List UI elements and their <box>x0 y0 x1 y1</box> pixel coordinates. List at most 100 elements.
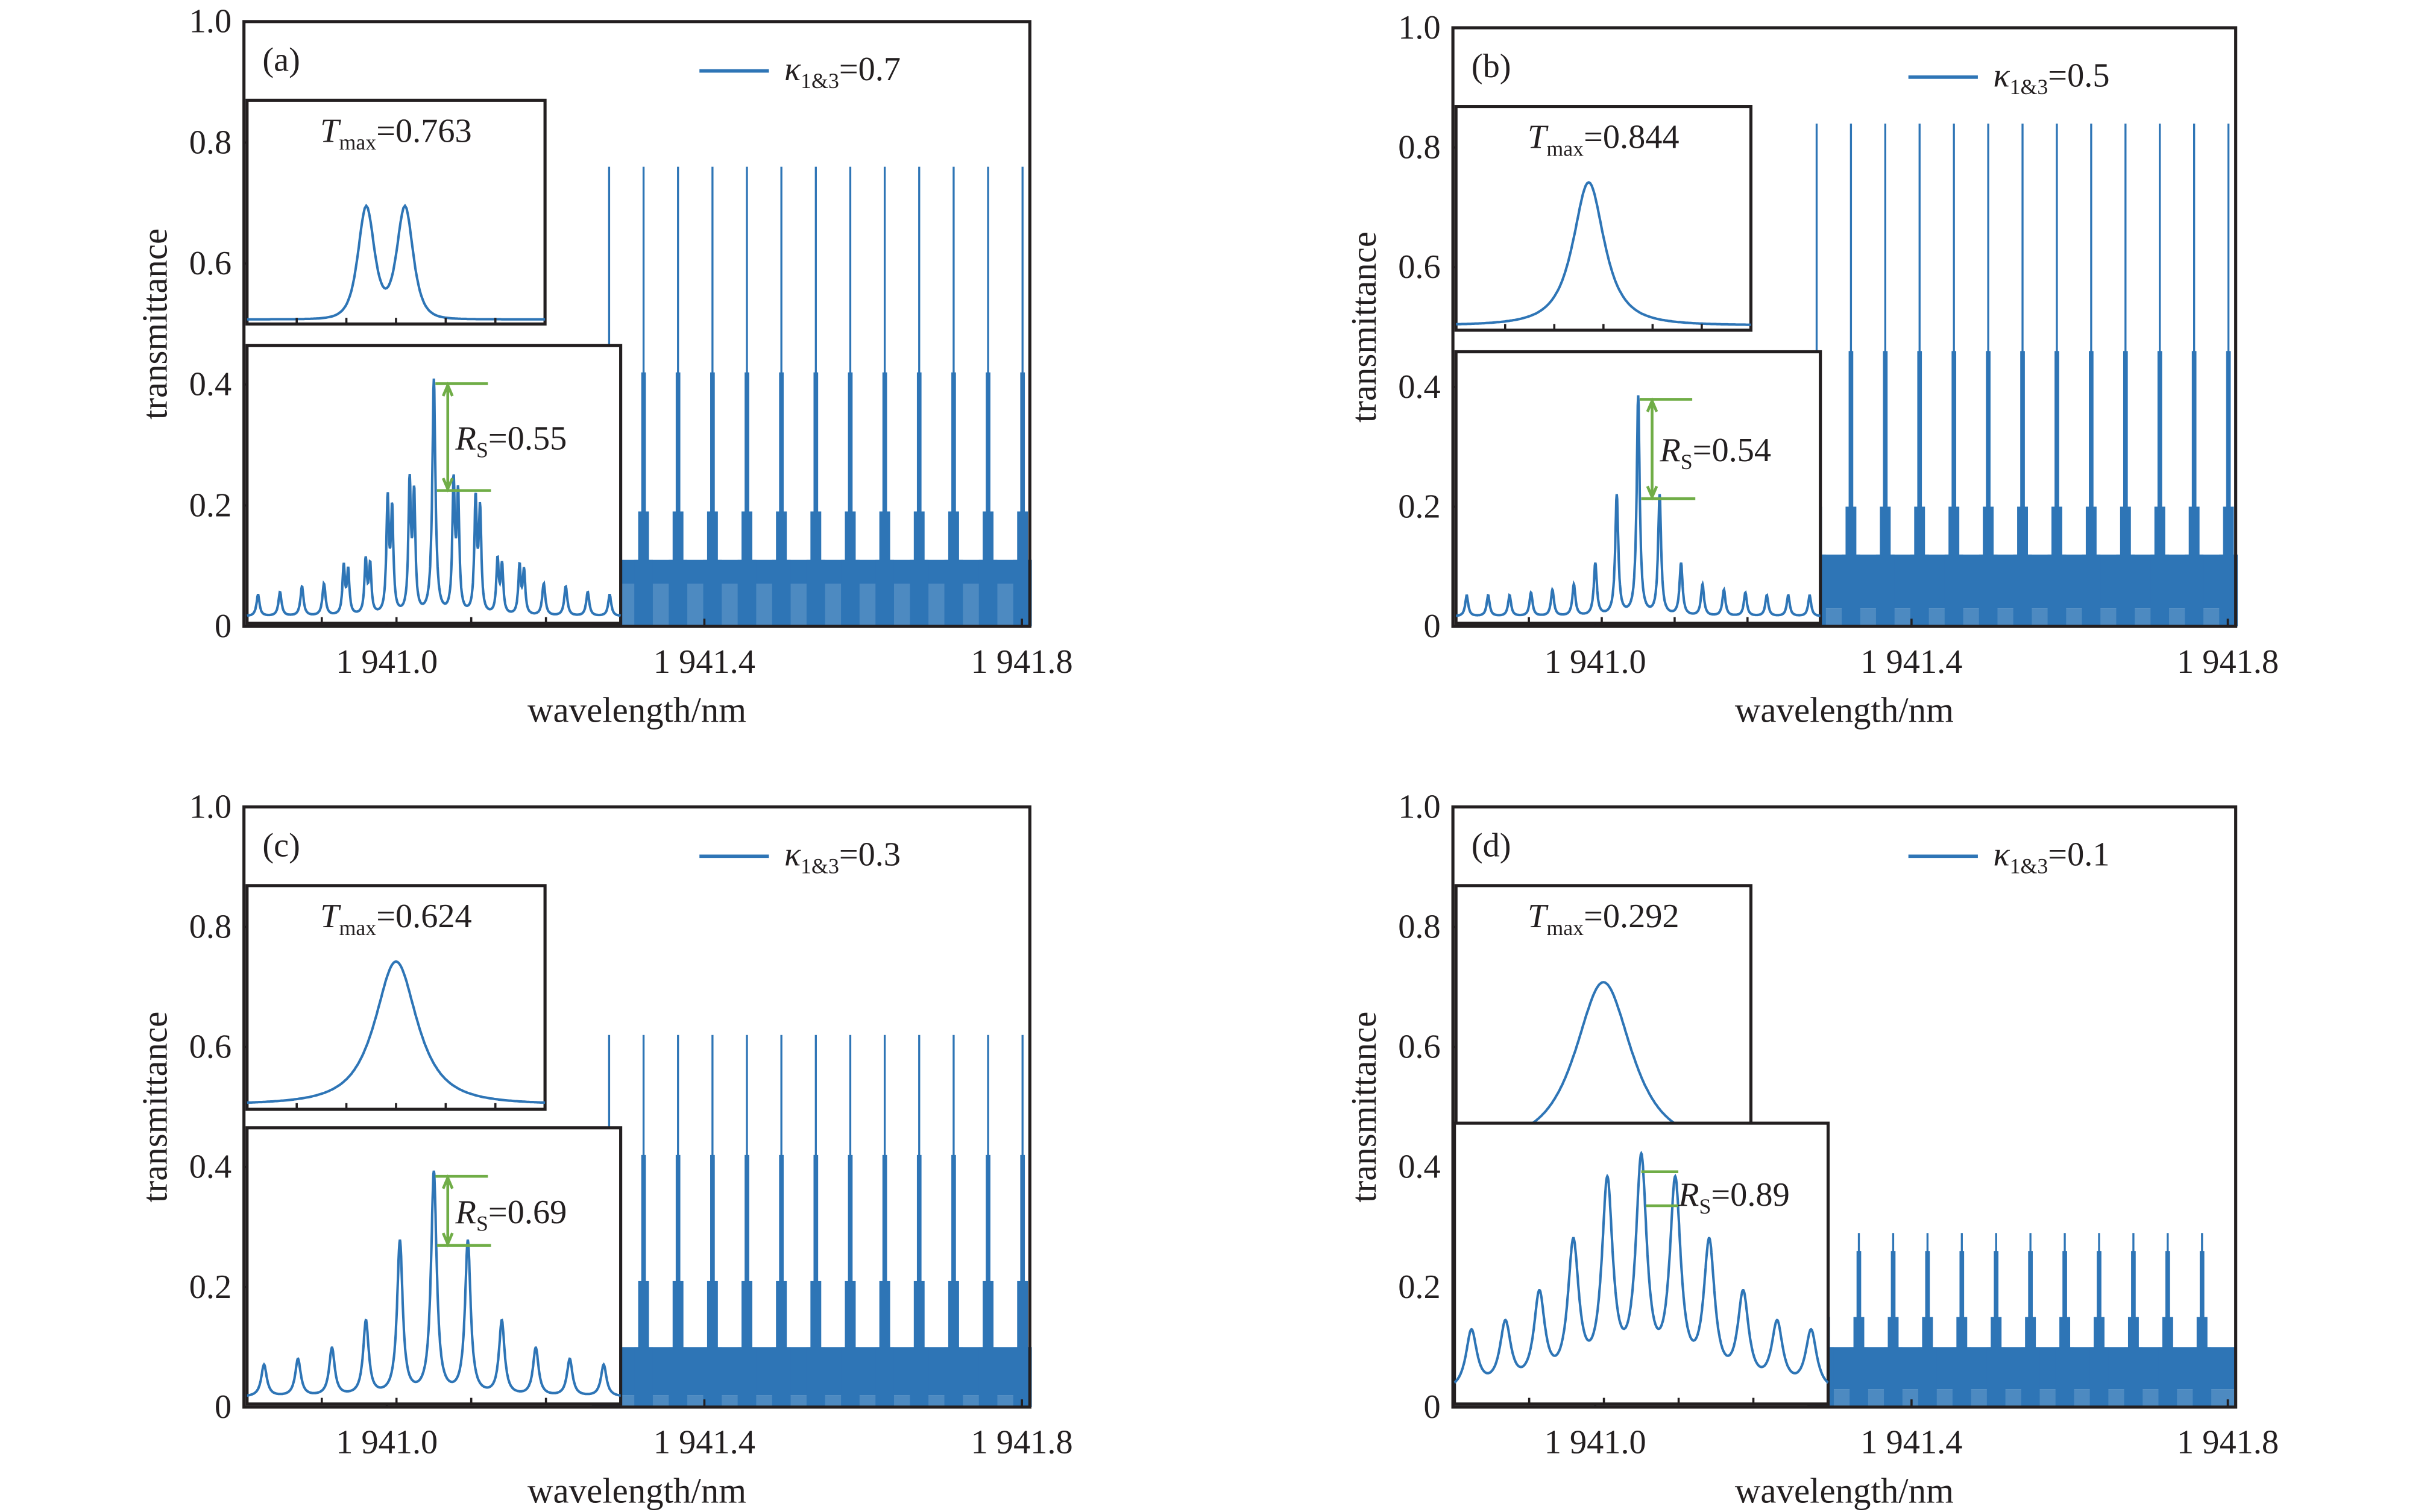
envelope-band <box>1979 554 1998 627</box>
y-tick-label: 0.6 <box>189 1028 231 1066</box>
legend: κ1&3=0.3 <box>699 836 901 878</box>
y-tick-label: 0 <box>215 608 231 645</box>
inset-lower: RS=0.69 <box>245 1126 623 1406</box>
envelope-band <box>2013 554 2032 627</box>
main-spectrum <box>1799 123 2238 627</box>
tmax-annotation: Tmax=0.624 <box>320 898 472 940</box>
envelope-band <box>2116 554 2135 627</box>
y-tick-label: 0 <box>1423 608 1440 645</box>
y-tick-label: 1.0 <box>1398 788 1440 825</box>
main-spectrum <box>1807 1233 2236 1407</box>
envelope-band <box>944 559 963 627</box>
envelope-band <box>2193 1347 2212 1407</box>
x-tick-label: 1 941.8 <box>971 1424 1073 1461</box>
x-tick-label: 1 941.4 <box>653 643 755 681</box>
envelope-band <box>745 372 749 627</box>
envelope-band <box>2054 351 2059 627</box>
rs-arrow-head-up <box>441 1174 454 1189</box>
legend-text: κ1&3=0.3 <box>784 836 901 878</box>
envelope-band <box>882 372 887 627</box>
inset-upper: Tmax=0.763 <box>245 98 547 326</box>
inset-lower-trace <box>1456 395 1821 617</box>
envelope-band <box>806 559 825 627</box>
y-axis-label: transmittance <box>1344 232 1384 423</box>
x-tick-label: 1 941.8 <box>971 643 1073 681</box>
envelope-band <box>916 372 922 627</box>
envelope-band <box>1884 1347 1903 1407</box>
envelope-band <box>1850 1347 1868 1407</box>
rs-bracket <box>1640 397 1696 501</box>
main-spectrum <box>591 1035 1032 1407</box>
inset-upper-trace <box>1456 181 1751 326</box>
tmax-annotation: Tmax=0.763 <box>320 112 472 154</box>
inset-upper: Tmax=0.292 <box>1454 884 1752 1159</box>
envelope-band <box>910 559 929 627</box>
envelope-band <box>1883 351 1888 627</box>
envelope-band <box>737 1347 757 1407</box>
rs-annotation: RS=0.54 <box>1659 432 1771 474</box>
envelope-band <box>2150 554 2170 627</box>
rs-arrow-head-down <box>441 1232 454 1247</box>
envelope-band <box>1020 372 1025 627</box>
envelope-band <box>2185 554 2204 627</box>
legend: κ1&3=0.1 <box>1908 836 2110 878</box>
inset-lower-trace <box>1453 1150 1829 1384</box>
y-tick-label: 0.2 <box>1398 488 1440 525</box>
envelope-band <box>2089 351 2094 627</box>
envelope-band <box>710 372 715 627</box>
y-tick-label: 1.0 <box>1398 9 1440 46</box>
panel-label: (d) <box>1472 827 1511 864</box>
y-tick-label: 1.0 <box>189 3 231 40</box>
x-tick-label: 1 941.4 <box>1860 1424 1962 1461</box>
panel-label: (c) <box>262 827 300 864</box>
inset-upper-frame <box>245 98 547 326</box>
x-tick-label: 1 941.8 <box>2177 643 2279 681</box>
envelope-band <box>669 1347 688 1407</box>
envelope-band <box>2191 351 2197 627</box>
rs-annotation: RS=0.69 <box>455 1194 567 1236</box>
y-tick-label: 0.6 <box>1398 1028 1440 1066</box>
x-tick-label: 1 941.0 <box>1544 1424 1646 1461</box>
envelope-band <box>978 559 998 627</box>
y-axis-label: transmittance <box>1344 1012 1384 1203</box>
rs-bracket <box>435 1174 491 1247</box>
x-tick-label: 1 941.0 <box>336 1424 438 1461</box>
envelope-band <box>951 372 956 627</box>
envelope-band <box>910 1347 929 1407</box>
panel-a: 0 0.2 0.4 0.6 0.8 1.0 1 941.0 1 941.4 1 941.8 wav… <box>136 3 1073 730</box>
envelope-band <box>2055 1347 2074 1407</box>
main-spectrum <box>591 166 1032 627</box>
y-axis-label: transmittance <box>136 228 175 420</box>
inset-lower-frame <box>245 1126 623 1406</box>
y-tick-label: 0.2 <box>189 1268 231 1306</box>
x-axis-label: wavelength/nm <box>527 1472 746 1511</box>
envelope-band <box>1986 351 1991 627</box>
panel-label: (a) <box>262 42 300 79</box>
envelope-band <box>2020 351 2025 627</box>
y-tick-label: 0.8 <box>189 908 231 945</box>
envelope-band <box>641 372 646 627</box>
legend-text: κ1&3=0.7 <box>784 51 901 93</box>
rs-arrow-head-down <box>441 477 454 493</box>
inset-lower: RS=0.89 <box>1453 1121 1830 1406</box>
y-tick-label: 0.4 <box>189 366 231 403</box>
y-tick-label: 0.6 <box>1398 248 1440 286</box>
legend-text: κ1&3=0.1 <box>1994 836 2110 878</box>
y-tick-label: 0.4 <box>189 1148 231 1186</box>
inset-lower-frame <box>1454 350 1822 625</box>
envelope-band <box>875 559 894 627</box>
x-axis-label: wavelength/nm <box>527 691 746 730</box>
panel-c: 0 0.2 0.4 0.6 0.8 1.0 1 941.0 1 941.4 1 941.8 wav… <box>136 788 1073 1510</box>
envelope-band <box>2123 351 2128 627</box>
envelope-band <box>2082 554 2101 627</box>
y-tick-label: 0.2 <box>1398 1268 1440 1306</box>
envelope-band <box>2089 1347 2109 1407</box>
plot-frame <box>1451 26 2238 628</box>
envelope-band <box>669 559 688 627</box>
inset-upper: Tmax=0.844 <box>1454 105 1752 332</box>
envelope-band <box>813 372 819 627</box>
inset-lower-frame <box>1453 1121 1830 1406</box>
legend: κ1&3=0.5 <box>1908 57 2110 99</box>
envelope-band <box>944 1347 963 1407</box>
